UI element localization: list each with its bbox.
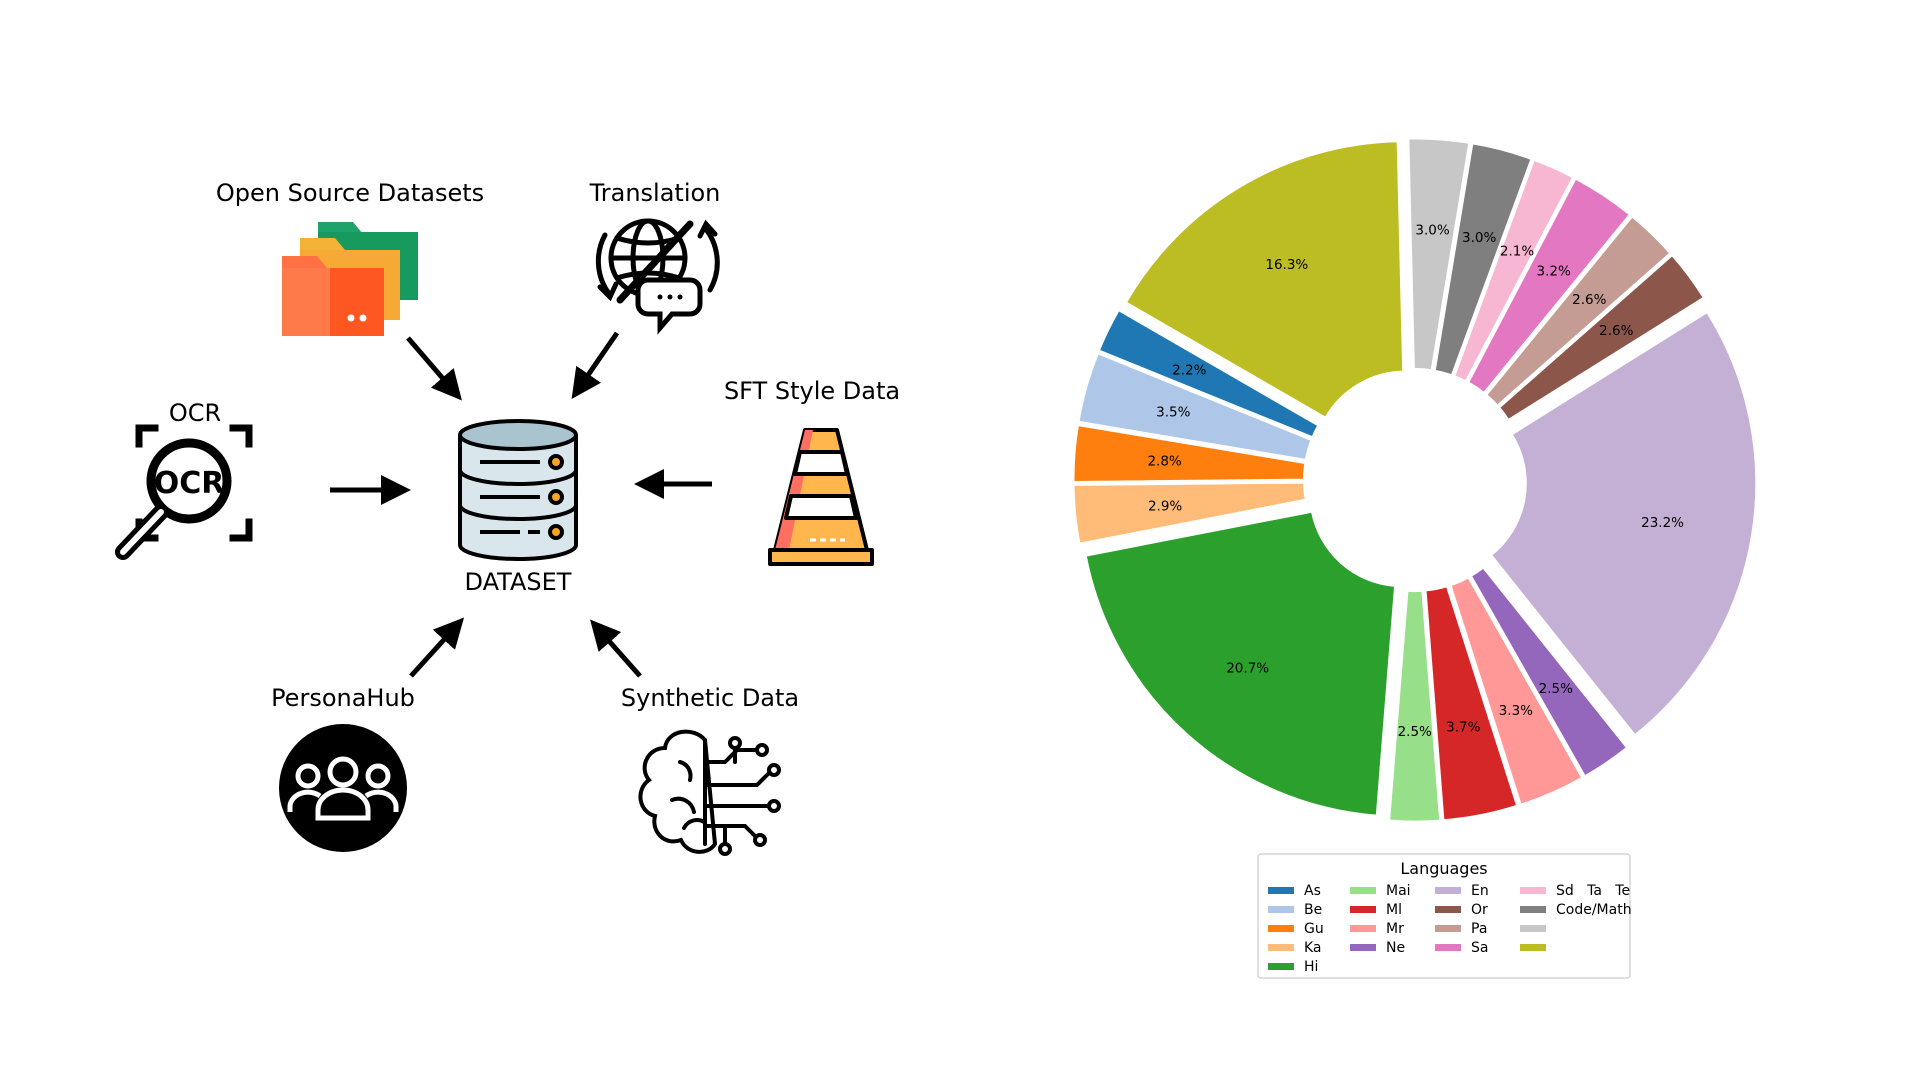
traffic-cone-icon — [768, 428, 874, 566]
legend-title: Languages — [1400, 859, 1487, 878]
label-translation: Translation — [589, 179, 721, 207]
legend-swatch — [1435, 906, 1461, 913]
pie-label-mr: 3.3% — [1499, 703, 1533, 719]
legend-label: Ne — [1386, 940, 1405, 956]
legend-swatch — [1268, 906, 1294, 913]
pie-slice-en — [1490, 311, 1757, 736]
pie-label-gu: 2.8% — [1147, 453, 1181, 469]
pie-label-sa: 3.2% — [1536, 264, 1570, 280]
pie-label-or: 2.6% — [1599, 323, 1633, 339]
pie-slice-as — [1098, 309, 1319, 438]
legend-label: Sd Ta Te — [1556, 883, 1630, 899]
language-distribution-pie-chart: 2.2% 3.5% 2.8% 2.9% 20.7% 2.5% 3.7% 3.3% 2.5% 23.… — [1072, 138, 1757, 823]
legend-swatch — [1350, 906, 1376, 913]
legend-swatch — [1435, 944, 1461, 951]
pie-slice-ne — [1470, 566, 1628, 777]
pie-slice-gu — [1072, 424, 1306, 483]
legend-label: Sa — [1471, 940, 1488, 956]
pie-slice-labels: 2.2% 3.5% 2.8% 2.9% 20.7% 2.5% 3.7% 3.3% 2.5% 23.… — [1147, 222, 1684, 740]
pie-slice-ml — [1425, 585, 1518, 821]
pie-slice-pa — [1485, 215, 1672, 407]
legend-swatch — [1350, 925, 1376, 932]
pie-slice-mr — [1449, 576, 1583, 806]
legend-swatch — [1520, 944, 1546, 951]
label-sft-style-data: SFT Style Data — [724, 377, 900, 405]
pie-label-sd: 2.1% — [1500, 244, 1534, 260]
database-icon — [458, 419, 578, 561]
legend-label: Ml — [1386, 902, 1402, 918]
pie-label-te: 3.0% — [1415, 222, 1449, 238]
legend-label: Pa — [1471, 921, 1487, 937]
pie-label-code-math: 16.3% — [1265, 257, 1308, 273]
legend-label: Gu — [1304, 921, 1324, 937]
pie-label-ka: 2.9% — [1148, 498, 1182, 514]
legend-swatch — [1520, 906, 1546, 913]
pie-slice-sd — [1453, 159, 1574, 382]
pie-label-en: 23.2% — [1641, 515, 1684, 531]
legend-label: Mai — [1386, 883, 1411, 899]
folder-stack-icon — [282, 222, 418, 336]
pie-slice-ka — [1073, 482, 1307, 545]
label-dataset: DATASET — [465, 568, 572, 596]
pie-label-hi: 20.7% — [1226, 660, 1269, 676]
pie-slice-code-math — [1125, 140, 1404, 419]
arrow-personahub-to-dataset — [409, 617, 465, 678]
ocr-icon-text: OCR — [154, 466, 225, 501]
chart-legend: Languages As Be Gu Ka Hi Mai Ml Mr Ne En Or Pa Sa Sd … — [1257, 853, 1632, 979]
legend-label: Ka — [1304, 940, 1322, 956]
legend-entries: As Be Gu Ka Hi Mai Ml Mr Ne En Or Pa Sa Sd Ta Te Code/… — [1268, 883, 1632, 975]
pie-label-ta: 3.0% — [1462, 230, 1496, 246]
legend-swatch — [1268, 925, 1294, 932]
translation-icon — [595, 218, 720, 335]
pie-slice-or — [1498, 254, 1705, 421]
legend-label: Mr — [1386, 921, 1404, 937]
data-source-diagram: Open Source Datasets Translation OCR SFT… — [115, 179, 900, 856]
legend-swatch — [1268, 944, 1294, 951]
legend-label: En — [1471, 883, 1489, 899]
pie-label-be: 3.5% — [1156, 405, 1190, 421]
legend-label: Or — [1471, 902, 1488, 918]
flow-arrows — [330, 331, 712, 678]
brain-circuit-icon — [638, 729, 781, 856]
pie-slice-hi — [1085, 511, 1396, 817]
legend-label: Be — [1304, 902, 1322, 918]
ocr-magnifier-icon — [115, 424, 253, 560]
pie-slice-ta — [1434, 142, 1533, 376]
pie-slice-mai — [1388, 590, 1441, 823]
legend-label: As — [1304, 883, 1321, 899]
pie-label-ne: 2.5% — [1539, 681, 1573, 697]
pie-label-pa: 2.6% — [1572, 292, 1606, 308]
pie-slice-sa — [1467, 177, 1631, 394]
legend-swatch — [1520, 925, 1546, 932]
people-group-icon — [279, 724, 407, 852]
arrow-synthetic-to-dataset — [590, 619, 642, 678]
pie-label-as: 2.2% — [1172, 363, 1206, 379]
pie-label-ml: 3.7% — [1446, 719, 1480, 735]
arrow-translation-to-dataset — [571, 331, 620, 399]
legend-swatch — [1435, 925, 1461, 932]
label-synthetic-data: Synthetic Data — [621, 684, 799, 712]
label-ocr: OCR — [169, 399, 221, 427]
legend-label: Code/Math — [1556, 902, 1632, 918]
legend-swatch — [1268, 887, 1294, 894]
pie-slice-te — [1407, 138, 1470, 371]
arrow-open-source-to-dataset — [406, 336, 462, 401]
pie-label-mai: 2.5% — [1398, 724, 1432, 740]
pie-slices — [1072, 138, 1757, 823]
label-open-source-datasets: Open Source Datasets — [216, 179, 484, 207]
legend-swatch — [1435, 887, 1461, 894]
legend-swatch — [1350, 887, 1376, 894]
label-personahub: PersonaHub — [271, 684, 415, 712]
pie-slice-be — [1077, 352, 1313, 461]
legend-swatch — [1268, 963, 1294, 970]
legend-label: Hi — [1304, 959, 1318, 975]
legend-swatch — [1350, 944, 1376, 951]
legend-swatch — [1520, 887, 1546, 894]
